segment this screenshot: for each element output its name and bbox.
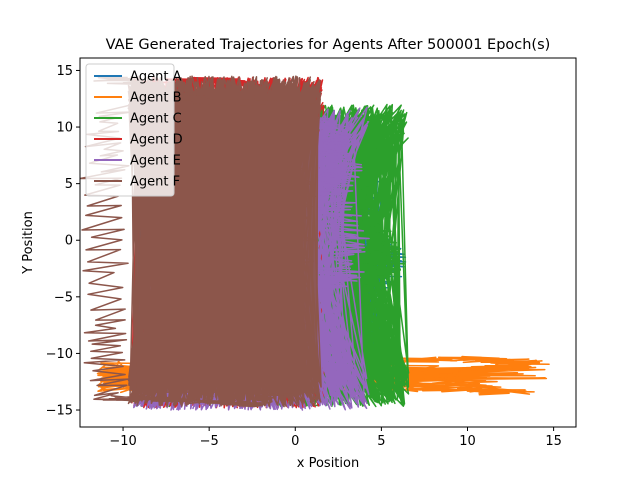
x-tick-label: −10: [109, 434, 136, 449]
legend-item: Agent B: [94, 91, 182, 106]
chart-title: VAE Generated Trajectories for Agents Af…: [106, 37, 551, 53]
y-tick-label: −10: [46, 347, 73, 362]
legend-label: Agent A: [130, 70, 182, 85]
y-tick-label: 0: [65, 234, 73, 249]
x-tick-label: 10: [459, 434, 476, 449]
legend-label: Agent D: [130, 133, 183, 148]
legend-item: Agent F: [94, 175, 180, 190]
legend-label: Agent C: [130, 112, 182, 127]
series-outline: [269, 113, 370, 290]
legend-item: Agent C: [94, 112, 182, 127]
x-tick-label: 0: [291, 434, 299, 449]
x-axis: −10 −5 0 5 10 15: [109, 427, 562, 449]
y-tick-label: 15: [56, 64, 73, 79]
x-tick-label: 15: [545, 434, 562, 449]
x-axis-title: x Position: [297, 456, 359, 471]
legend-label: Agent B: [130, 91, 182, 106]
x-tick-label: 5: [377, 434, 385, 449]
legend-item: Agent D: [94, 133, 183, 148]
series-density: [133, 105, 318, 393]
series-layer: [80, 75, 550, 411]
x-tick-label: −5: [200, 434, 219, 449]
y-axis: −15 −10 −5 0 5 10 15: [46, 64, 80, 419]
y-tick-label: −5: [54, 290, 73, 305]
series-agent-f: [80, 75, 322, 408]
plot-frame: [79, 57, 577, 428]
legend-item: Agent A: [94, 70, 182, 85]
y-tick-label: 10: [56, 121, 73, 136]
legend: Agent A Agent B Agent C Agent D Agent E Agent…: [85, 63, 183, 197]
y-tick-label: −15: [46, 404, 73, 419]
y-tick-label: 5: [65, 177, 73, 192]
y-axis-title: Y Position: [21, 211, 36, 275]
legend-label: Agent F: [130, 175, 180, 190]
legend-label: Agent E: [130, 154, 181, 169]
legend-item: Agent E: [94, 154, 181, 169]
